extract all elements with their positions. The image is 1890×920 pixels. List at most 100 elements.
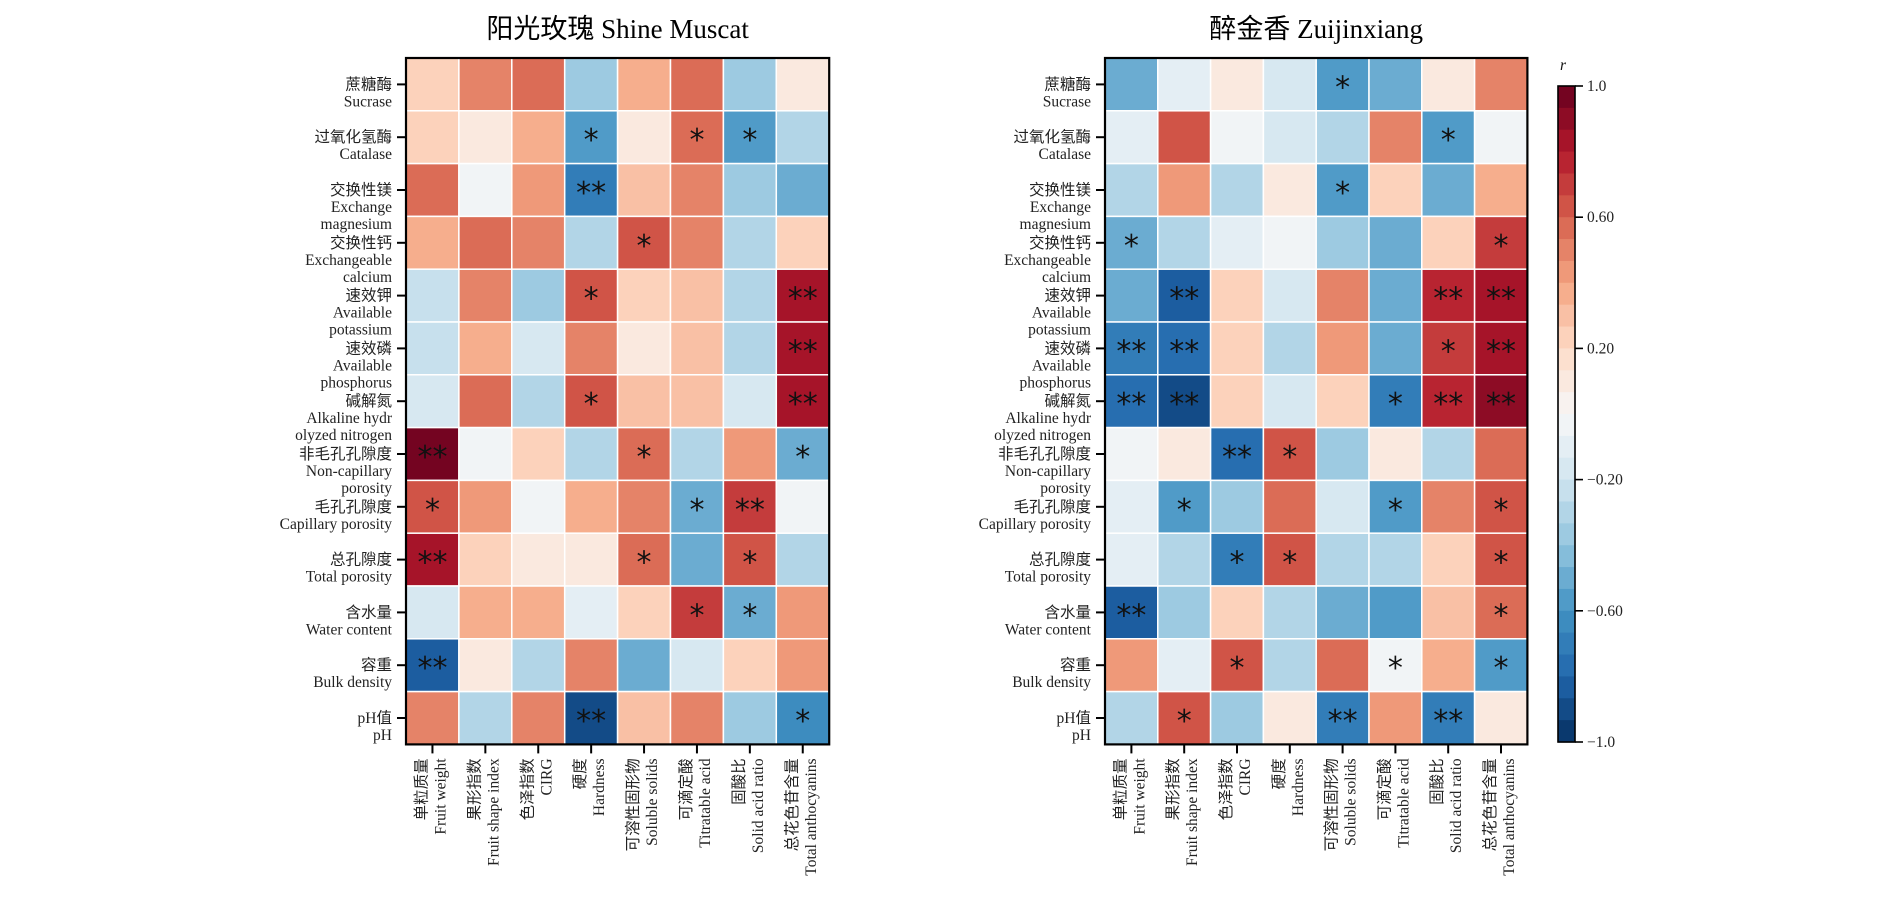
x-tick-label: 色泽指数 xyxy=(518,758,536,821)
significance-mark: * xyxy=(637,440,652,475)
heatmap-cell xyxy=(1473,426,1529,482)
heatmap-cell xyxy=(1421,532,1476,587)
significance-mark: * xyxy=(1124,229,1139,264)
heatmap-cell xyxy=(1157,215,1212,270)
significance-mark: * xyxy=(1388,493,1403,528)
y-tick-label: calcium xyxy=(1042,269,1091,286)
heatmap-cell xyxy=(1104,532,1159,587)
y-tick-label: pH xyxy=(1072,727,1091,744)
x-tick-label: CIRG xyxy=(538,758,555,795)
y-tick-label: 非毛孔孔隙度 xyxy=(998,445,1091,463)
heatmap-cell xyxy=(1209,479,1265,534)
heatmap-cell xyxy=(1262,479,1317,534)
heatmap-cell xyxy=(616,110,672,165)
heatmap-cell xyxy=(563,268,619,323)
heatmap-cell xyxy=(458,585,513,640)
chart-title: 醉金香 Zuijinxiang xyxy=(1209,14,1423,44)
y-tick-label: 碱解氮 xyxy=(345,392,392,410)
heatmap-cell xyxy=(458,374,513,429)
heatmap-cell xyxy=(1262,162,1317,218)
heatmap-cell xyxy=(1157,638,1212,693)
heatmap-cell xyxy=(616,321,672,376)
y-tick-label: Available xyxy=(1032,305,1091,322)
heatmap-cell xyxy=(458,426,513,482)
heatmap-cell xyxy=(405,374,460,429)
heatmap-cell xyxy=(616,532,672,587)
heatmap-cell xyxy=(1473,57,1529,112)
heatmap-cell xyxy=(1262,374,1317,429)
y-tick-label: potassium xyxy=(329,322,392,339)
heatmap-cell xyxy=(1209,585,1265,640)
colorbar-segment xyxy=(1558,654,1575,677)
significance-mark: ** xyxy=(788,387,818,422)
significance-mark: ** xyxy=(788,334,818,369)
y-tick-label: Available xyxy=(333,357,392,374)
y-tick-label: Exchange xyxy=(1030,199,1091,216)
heatmap-cell xyxy=(616,374,672,429)
heatmap-cell xyxy=(1104,57,1159,112)
heatmap-cell xyxy=(1157,374,1212,429)
heatmap-cell xyxy=(1157,110,1212,165)
heatmap-cell xyxy=(1262,532,1317,587)
colorbar-segment xyxy=(1558,107,1575,131)
heatmap-cell xyxy=(1368,215,1423,270)
colorbar-segment xyxy=(1558,392,1575,415)
heatmap-cell xyxy=(1315,638,1370,693)
y-tick-label: 交换性镁 xyxy=(330,181,392,199)
heatmap-cell xyxy=(511,532,566,587)
significance-mark: ** xyxy=(1116,387,1146,422)
y-tick-label: Bulk density xyxy=(313,674,392,691)
heatmap-cell xyxy=(1473,532,1529,587)
x-tick-label: 总花色苷含量 xyxy=(783,758,801,851)
heatmap-cell xyxy=(458,110,513,165)
heatmap-cell xyxy=(616,638,672,693)
significance-mark: ** xyxy=(1486,282,1516,317)
heatmap-cell xyxy=(669,268,725,323)
heatmap-cell xyxy=(1104,374,1159,429)
heatmap-cell xyxy=(1368,321,1423,376)
heatmap-cell xyxy=(722,426,778,482)
x-tick-label: Total anthocyanins xyxy=(1501,758,1518,875)
heatmap-cell xyxy=(405,479,460,534)
colorbar-segment xyxy=(1558,86,1575,109)
heatmap-cell xyxy=(405,268,460,323)
heatmap-cell xyxy=(1104,162,1159,218)
y-tick-label: 交换性钙 xyxy=(330,234,392,252)
significance-mark: ** xyxy=(735,493,765,528)
heatmap-cell xyxy=(775,57,830,112)
significance-mark: * xyxy=(584,282,599,317)
heatmap-cell xyxy=(1262,638,1317,693)
heatmap-cell xyxy=(669,321,725,376)
heatmap-cell xyxy=(563,110,619,165)
significance-mark: * xyxy=(1177,493,1192,528)
heatmap-cell xyxy=(775,110,830,165)
x-tick-label: Solid acid ratio xyxy=(750,758,767,853)
heatmap-cell xyxy=(669,215,725,270)
x-tick-label: Fruit shape index xyxy=(485,758,502,866)
colorbar: 1.0 0.60 0.20 −0.20 −0.60 −1.0 r xyxy=(1557,57,1623,751)
colorbar-segment xyxy=(1558,632,1575,656)
heatmap-cell xyxy=(1315,690,1370,746)
y-tick-label: calcium xyxy=(343,269,392,286)
y-tick-label: 蔗糖酶 xyxy=(345,75,392,93)
heatmap-cell xyxy=(458,532,513,587)
heatmap-cell xyxy=(1157,426,1212,482)
colorbar-segment xyxy=(1558,698,1575,721)
heatmap-cell xyxy=(1421,57,1476,112)
heatmap-cell xyxy=(722,162,778,218)
colorbar-segment xyxy=(1558,370,1575,393)
heatmap-cell xyxy=(722,638,778,693)
x-tick-label: 硬度 xyxy=(1270,758,1288,789)
y-tick-label: Exchange xyxy=(331,199,392,216)
heatmap-cell xyxy=(1104,110,1159,165)
significance-mark: ** xyxy=(1486,334,1516,369)
x-tick-label: 固酸比 xyxy=(1428,758,1446,805)
y-tick-label: Total porosity xyxy=(306,569,393,586)
significance-mark: * xyxy=(425,493,440,528)
significance-mark: ** xyxy=(1433,704,1463,739)
significance-mark: * xyxy=(742,546,757,581)
significance-mark: * xyxy=(1335,176,1350,211)
heatmap-cell xyxy=(775,532,830,587)
y-tick-label: 总孔隙度 xyxy=(1029,551,1091,569)
heatmap-cell xyxy=(405,585,460,640)
